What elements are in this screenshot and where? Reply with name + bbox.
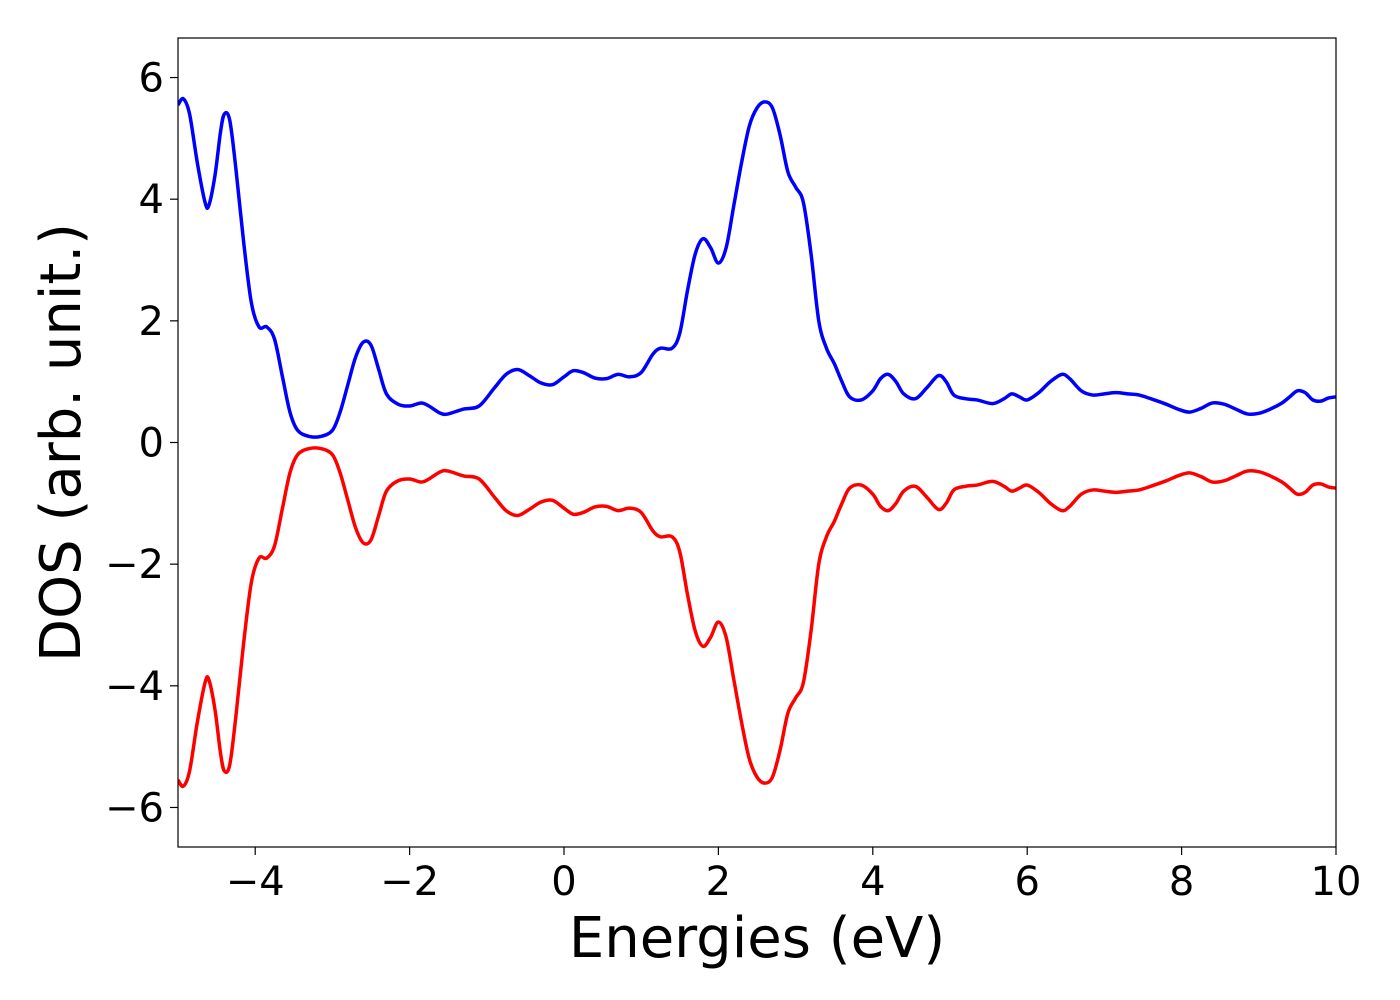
series-line-red xyxy=(178,446,1336,789)
plot-frame xyxy=(177,37,1337,848)
series-layer xyxy=(178,96,1336,789)
y-axis-ticks: −6 −4 −2 0 2 4 6 xyxy=(105,56,178,831)
series-line-blue xyxy=(178,96,1336,439)
x-tick-label: 10 xyxy=(1311,859,1362,905)
y-axis-label: DOS (arb. unit.) xyxy=(29,223,94,662)
x-tick-label: 8 xyxy=(1169,859,1194,905)
x-tick-label: 2 xyxy=(706,859,731,905)
x-axis-ticks: −4 −2 0 2 4 6 8 10 xyxy=(226,847,1362,905)
y-tick-label: −4 xyxy=(105,664,164,710)
y-tick-label: 6 xyxy=(139,56,164,102)
y-tick-label: 0 xyxy=(139,421,164,467)
x-axis-label: Energies (eV) xyxy=(569,906,945,971)
x-tick-label: −4 xyxy=(226,859,285,905)
x-tick-label: 6 xyxy=(1014,859,1039,905)
x-tick-label: 4 xyxy=(860,859,885,905)
y-tick-label: −2 xyxy=(105,542,164,588)
y-tick-label: 4 xyxy=(139,177,164,223)
y-tick-label: 2 xyxy=(139,299,164,345)
x-tick-label: 0 xyxy=(551,859,576,905)
x-tick-label: −2 xyxy=(380,859,439,905)
y-tick-label: −6 xyxy=(105,785,164,831)
